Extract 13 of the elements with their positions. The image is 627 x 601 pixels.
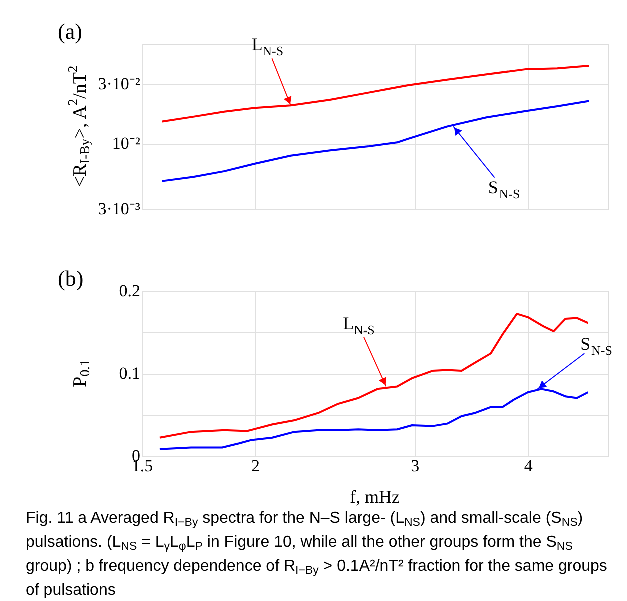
y-axis-title: P0.1 (70, 360, 93, 388)
y-tick-label: 3·10⁻³ (98, 200, 140, 218)
chart-title: (a) (58, 19, 82, 44)
y-tick-label: 10⁻² (112, 134, 140, 154)
y-tick-label: 0.1 (119, 364, 140, 383)
y-tick-label: 3·10⁻² (98, 74, 140, 94)
x-tick-label: 3 (411, 456, 420, 476)
y-axis-title: <RI-By>, A2/nT2 (65, 66, 93, 188)
x-tick-label: 4 (524, 456, 534, 476)
y-tick-label: 0.2 (119, 282, 140, 300)
x-axis-title: f, mHz (350, 487, 400, 507)
x-tick-label: 2 (252, 456, 260, 476)
chart-title: (b) (58, 266, 84, 291)
